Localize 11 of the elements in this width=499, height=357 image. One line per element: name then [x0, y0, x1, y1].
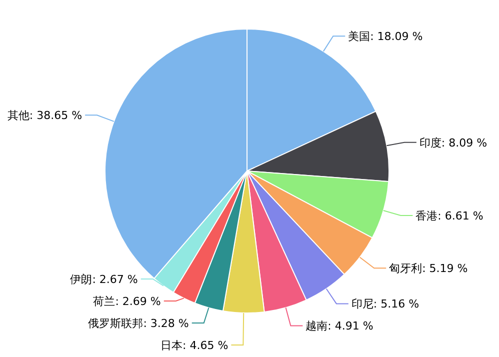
slice-label: 美国: 18.09 %: [348, 30, 423, 44]
slice-label: 印尼: 5.16 %: [351, 298, 420, 311]
slice-label: 俄罗斯联邦: 3.28 %: [88, 317, 189, 330]
slice-label: 伊朗: 2.67 %: [70, 273, 138, 286]
slice-label: 荷兰: 2.69 %: [93, 295, 161, 308]
slice-label: 其他: 38.65 %: [7, 109, 82, 122]
slice-label: 日本: 4.65 %: [160, 339, 228, 352]
slice-label: 印度: 8.09 %: [419, 136, 488, 150]
slice-label: 香港: 6.61 %: [416, 210, 484, 223]
slice-label: 越南: 4.91 %: [306, 320, 374, 333]
slice-label: 匈牙利: 5.19 %: [389, 262, 468, 276]
